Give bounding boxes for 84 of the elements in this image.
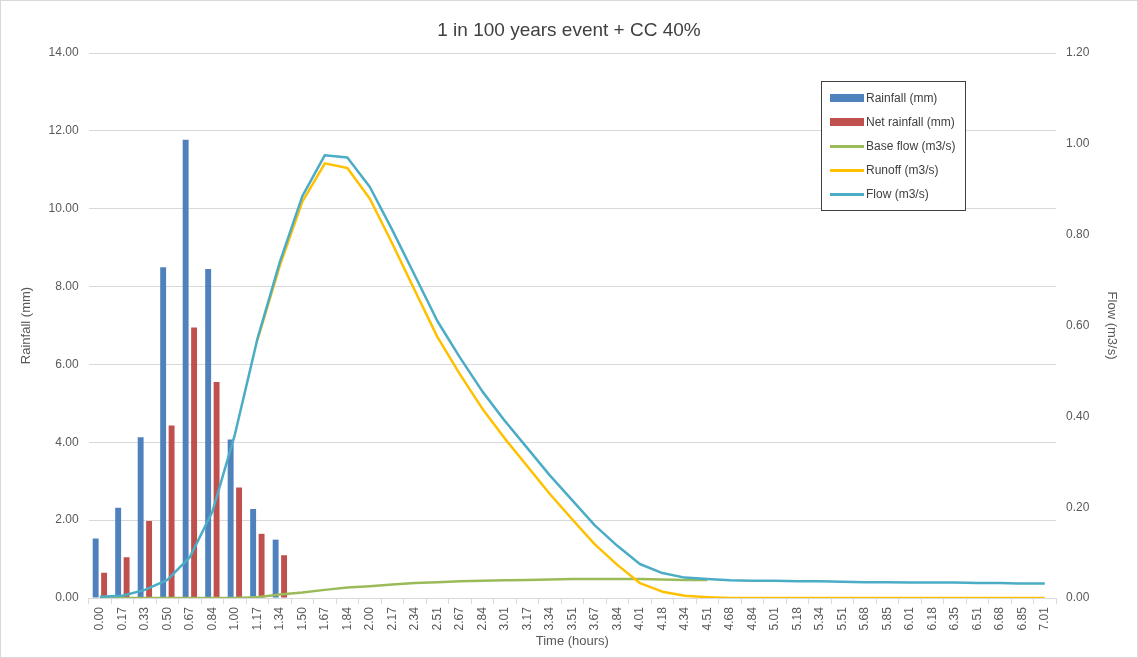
x-tick-label: 6.01 (902, 606, 917, 631)
legend-label: Rainfall (mm) (866, 91, 938, 105)
bar (236, 487, 243, 598)
x-tick-label: 1.17 (249, 606, 264, 631)
bar (160, 267, 167, 598)
y2-tick-label: 1.00 (1066, 136, 1090, 151)
x-tick-label: 1.67 (317, 606, 332, 631)
bar (272, 539, 279, 598)
y-tick-label: 6.00 (55, 356, 79, 371)
x-tick-label: 6.51 (969, 606, 984, 631)
x-tick-label: 4.84 (744, 606, 759, 631)
y-tick-label: 14.00 (48, 45, 79, 60)
x-tick-label: 6.68 (992, 606, 1007, 631)
bar (92, 538, 99, 598)
y2-tick-label: 0.20 (1066, 499, 1090, 514)
bar (115, 507, 122, 598)
y2-tick-label: 0.40 (1066, 408, 1090, 423)
bar (258, 533, 265, 598)
x-tick-label: 2.67 (452, 606, 467, 631)
x-tick-label: 3.34 (542, 606, 557, 631)
x-tick-label: 4.34 (677, 606, 692, 631)
x-tick-label: 1.00 (227, 606, 242, 631)
bar (146, 520, 153, 598)
x-tick-label: 3.67 (587, 606, 602, 631)
x-tick-label: 4.01 (632, 606, 647, 631)
x-tick-label: 3.84 (609, 606, 624, 631)
x-tick-label: 5.18 (789, 606, 804, 631)
bar (281, 555, 288, 598)
x-tick-label: 7.01 (1037, 606, 1052, 631)
x-tick-label: 5.34 (812, 606, 827, 631)
x-tick-label: 2.17 (384, 606, 399, 631)
x-tick-label: 5.51 (834, 606, 849, 631)
bar (191, 327, 198, 598)
y-tick-label: 4.00 (55, 434, 79, 449)
y2-tick-label: 0.80 (1066, 226, 1090, 241)
y-tick-label: 8.00 (55, 278, 79, 293)
x-tick-label: 4.18 (654, 606, 669, 631)
x-tick-label: 4.51 (699, 606, 714, 631)
legend-label: Runoff (m3/s) (866, 163, 939, 177)
x-tick-label: 0.84 (204, 606, 219, 631)
x-tick-label: 5.85 (879, 606, 894, 631)
chart-title: 1 in 100 years event + CC 40% (436, 19, 702, 41)
legend-label: Flow (m3/s) (866, 187, 929, 201)
y2-tick-label: 0.00 (1066, 590, 1090, 605)
bar (182, 139, 189, 598)
x-tick-label: 0.00 (92, 606, 107, 631)
x-tick-label: 4.68 (722, 606, 737, 631)
x-tick-label: 5.68 (857, 606, 872, 631)
x-tick-label: 6.85 (1014, 606, 1029, 631)
x-tick-label: 0.67 (182, 606, 197, 631)
x-tick-label: 6.18 (924, 606, 939, 631)
y-axis-title: Rainfall (mm) (18, 286, 34, 365)
x-tick-label: 0.17 (114, 606, 129, 631)
bar (123, 557, 130, 598)
x-tick-label: 2.51 (429, 606, 444, 631)
x-tick-label: 0.33 (137, 606, 152, 631)
x-axis-title: Time (hours) (535, 632, 609, 648)
x-tick-label: 2.84 (474, 606, 489, 631)
x-tick-label: 1.34 (272, 606, 287, 631)
legend-label: Base flow (m3/s) (866, 139, 956, 153)
x-tick-label: 5.01 (767, 606, 782, 631)
x-tick-label: 2.34 (407, 606, 422, 631)
x-tick-label: 3.51 (564, 606, 579, 631)
y2-tick-label: 1.20 (1066, 45, 1090, 60)
x-tick-label: 6.35 (947, 606, 962, 631)
y-tick-label: 0.00 (55, 590, 79, 605)
bar (250, 508, 257, 598)
y-tick-label: 2.00 (55, 512, 79, 527)
x-tick-label: 3.01 (497, 606, 512, 631)
x-tick-label: 2.00 (362, 606, 377, 631)
bar (205, 269, 212, 598)
y-tick-label: 10.00 (48, 201, 79, 216)
bar (227, 439, 234, 598)
bar (213, 381, 220, 598)
y2-axis-title: Flow (m3/s) (1104, 291, 1120, 360)
legend-label: Net rainfall (mm) (866, 115, 955, 129)
x-tick-label: 0.50 (159, 606, 174, 631)
x-tick-label: 3.17 (519, 606, 534, 631)
x-tick-label: 1.84 (339, 606, 354, 631)
bar (137, 437, 144, 598)
y-tick-label: 12.00 (48, 123, 79, 138)
y2-tick-label: 0.60 (1066, 317, 1090, 332)
x-tick-label: 1.50 (294, 606, 309, 631)
bar (168, 425, 175, 598)
